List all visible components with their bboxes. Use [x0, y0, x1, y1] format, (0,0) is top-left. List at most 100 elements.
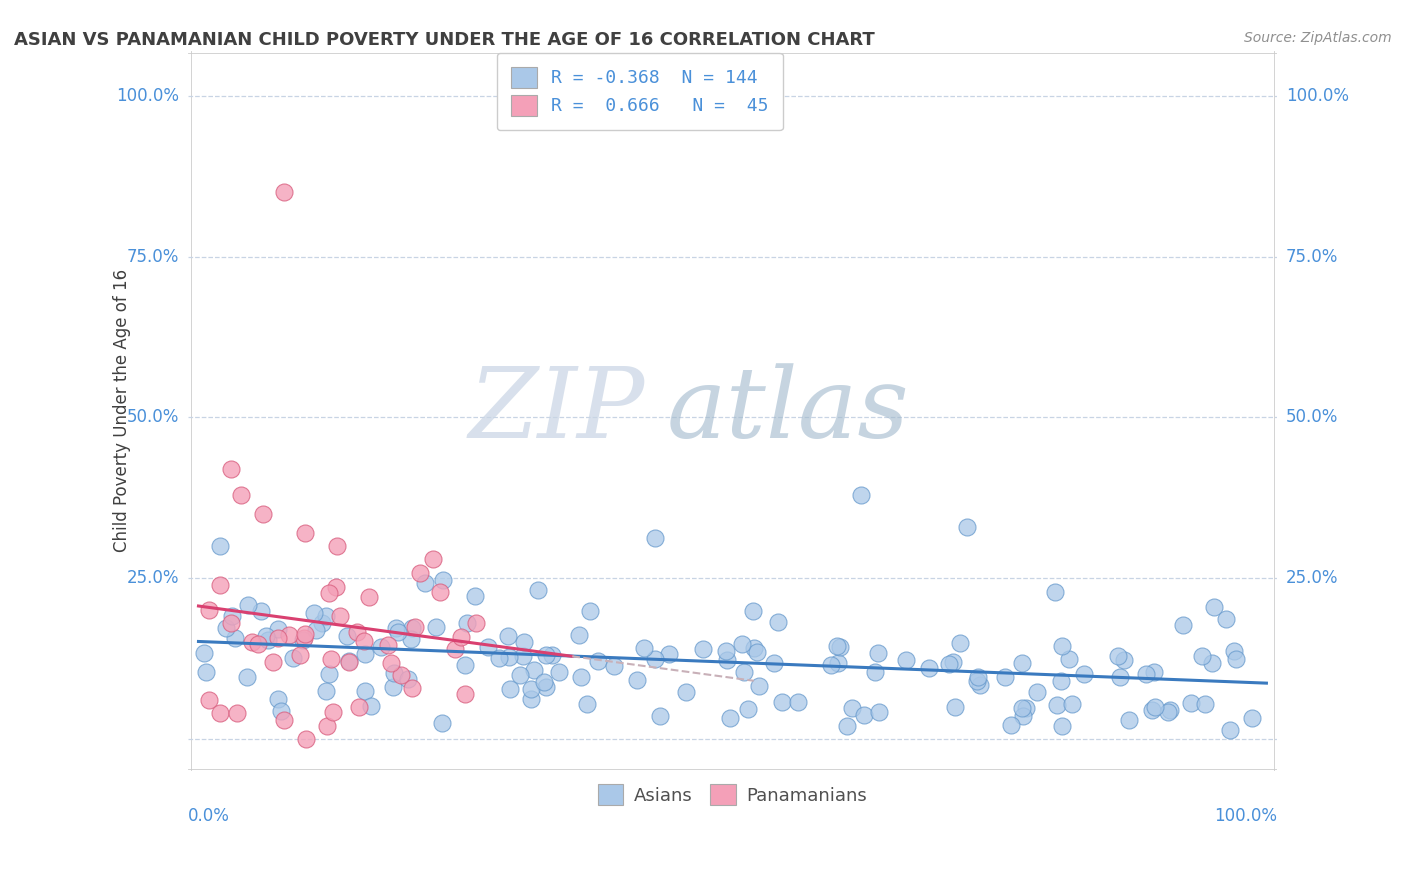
Point [499, 682, 522, 697]
Point [381, 680, 404, 694]
Point [569, 669, 592, 683]
Point [326, 539, 349, 553]
Point [1043, 585, 1066, 599]
Point [1050, 639, 1073, 653]
Point [396, 673, 419, 687]
Point [575, 697, 598, 711]
Point [219, 616, 242, 631]
Point [825, 639, 848, 653]
Point [837, 719, 859, 733]
Point [1026, 684, 1049, 698]
Point [969, 678, 991, 692]
Point [236, 670, 259, 684]
Point [1107, 649, 1129, 664]
Point [422, 552, 444, 566]
Point [339, 656, 361, 670]
Point [748, 679, 770, 693]
Point [602, 658, 624, 673]
Point [534, 648, 557, 663]
Point [512, 649, 534, 664]
Point [868, 646, 890, 660]
Point [938, 657, 960, 671]
Text: 25.0%: 25.0% [1286, 569, 1339, 587]
Point [399, 632, 422, 646]
Point [1011, 701, 1033, 715]
Point [1215, 612, 1237, 626]
Point [315, 719, 337, 733]
Point [305, 623, 328, 637]
Point [294, 526, 316, 541]
Point [430, 715, 453, 730]
Point [1191, 649, 1213, 664]
Point [519, 681, 541, 696]
Point [240, 635, 263, 649]
Point [863, 665, 886, 679]
Point [1144, 700, 1167, 714]
Point [692, 641, 714, 656]
Point [291, 633, 314, 648]
Point [198, 603, 221, 617]
Point [523, 663, 546, 677]
Point [509, 668, 531, 682]
Point [1012, 708, 1035, 723]
Point [648, 709, 671, 723]
Point [1049, 673, 1071, 688]
Point [956, 519, 979, 533]
Point [302, 607, 325, 621]
Point [1180, 696, 1202, 710]
Point [315, 608, 337, 623]
Point [270, 704, 292, 718]
Point [830, 640, 852, 654]
Text: ASIAN VS PANAMANIAN CHILD POVERTY UNDER THE AGE OF 16 CORRELATION CHART: ASIAN VS PANAMANIAN CHILD POVERTY UNDER … [14, 31, 875, 49]
Point [221, 608, 243, 623]
Point [513, 635, 536, 649]
Text: ZIP: ZIP [470, 363, 645, 458]
Point [273, 185, 295, 199]
Point [273, 713, 295, 727]
Point [224, 631, 246, 645]
Text: atlas: atlas [666, 363, 910, 458]
Point [588, 654, 610, 668]
Point [477, 640, 499, 654]
Point [404, 620, 426, 634]
Legend: Asians, Panamanians: Asians, Panamanians [591, 777, 875, 813]
Point [849, 487, 872, 501]
Point [267, 631, 290, 645]
Point [1011, 657, 1033, 671]
Point [413, 576, 436, 591]
Point [894, 653, 917, 667]
Point [346, 625, 368, 640]
Point [763, 656, 786, 670]
Point [766, 615, 789, 630]
Point [219, 462, 242, 476]
Point [943, 700, 966, 714]
Point [443, 641, 465, 656]
Point [745, 645, 768, 659]
Point [246, 637, 269, 651]
Point [741, 604, 763, 618]
Point [718, 711, 741, 725]
Point [266, 692, 288, 706]
Point [841, 701, 863, 715]
Text: 75.0%: 75.0% [1286, 247, 1339, 266]
Point [425, 620, 447, 634]
Point [380, 656, 402, 670]
Point [294, 627, 316, 641]
Point [1060, 698, 1083, 712]
Point [311, 615, 333, 630]
Point [401, 681, 423, 695]
Point [1135, 666, 1157, 681]
Point [382, 665, 405, 680]
Point [465, 616, 488, 631]
Point [733, 665, 755, 680]
Point [337, 654, 360, 668]
Point [194, 665, 217, 680]
Point [714, 644, 737, 658]
Point [786, 695, 808, 709]
Point [464, 589, 486, 603]
Point [278, 628, 301, 642]
Point [292, 631, 315, 645]
Point [1223, 644, 1246, 658]
Point [249, 604, 271, 618]
Point [918, 661, 941, 675]
